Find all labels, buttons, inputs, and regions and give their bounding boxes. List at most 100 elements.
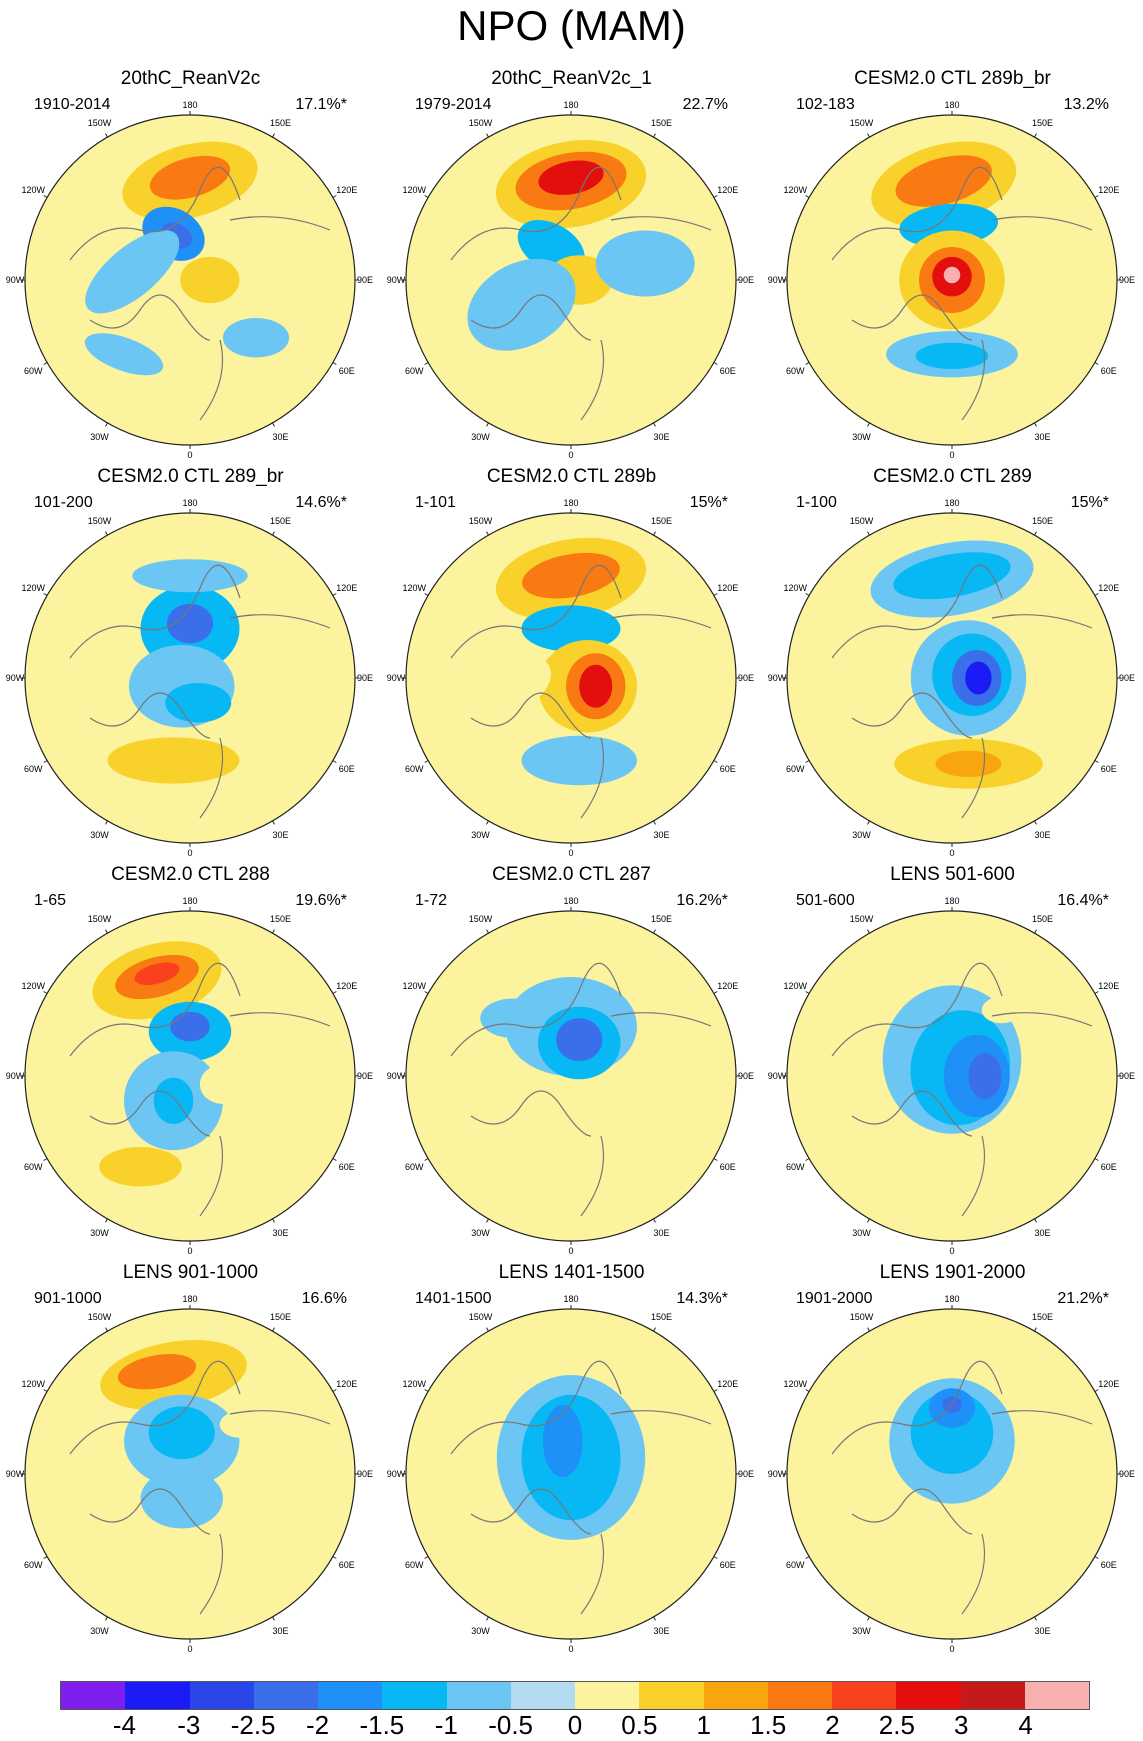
lon-label: 150W — [87, 118, 112, 129]
lon-tick — [272, 531, 275, 536]
panel-period: 901-1000 — [34, 1290, 102, 1307]
lon-tick — [1094, 991, 1099, 994]
anomaly-contour — [853, 636, 903, 720]
panel-period: 1-72 — [415, 892, 448, 909]
map-panel: LENS 501-600 501-600 16.4%* 180 150E 120E 90E 6… — [762, 864, 1143, 1262]
lon-label: 150W — [849, 914, 874, 925]
lon-label: 120E — [717, 1378, 739, 1389]
lon-tick — [653, 929, 656, 934]
lon-label: 120E — [717, 184, 739, 195]
coastline — [450, 166, 712, 421]
lon-label: 60E — [719, 1161, 736, 1172]
lon-label: 90E — [1118, 1071, 1136, 1081]
lon-tick — [486, 820, 489, 825]
lon-tick — [424, 1556, 429, 1559]
lon-tick — [43, 1556, 48, 1559]
lon-label: 120E — [717, 582, 739, 593]
lon-label: 90W — [5, 275, 25, 285]
colorbar-swatch — [896, 1682, 961, 1709]
lon-tick — [653, 133, 656, 138]
lon-label: 30E — [1034, 1227, 1051, 1238]
lon-label: 120W — [21, 980, 45, 991]
lon-tick — [713, 593, 718, 596]
lon-label: 60W — [404, 1559, 424, 1570]
panel-period: 1401-1500 — [415, 1290, 492, 1307]
colorbar-tick-label: 2 — [825, 1710, 840, 1740]
lon-label: 120E — [1098, 980, 1120, 991]
lon-tick — [713, 362, 718, 365]
lon-tick — [805, 195, 810, 198]
lon-tick — [653, 531, 656, 536]
anomaly-contour — [521, 605, 621, 652]
coastline — [831, 962, 1093, 1217]
coastline — [450, 564, 712, 819]
lon-label: 150E — [650, 1312, 673, 1323]
anomaly-contour — [538, 1556, 604, 1590]
lon-label: 90E — [1118, 673, 1136, 683]
lon-label: 30W — [471, 431, 490, 442]
panel-period: 1901-2000 — [796, 1290, 873, 1307]
anomaly-contour — [153, 1077, 194, 1124]
lon-label: 150W — [87, 516, 112, 527]
anomaly-contour — [981, 996, 1022, 1024]
colorbar-swatch — [125, 1682, 190, 1709]
lon-label: 90E — [356, 1469, 374, 1479]
lon-label: 90W — [767, 1071, 787, 1081]
map-panel: CESM2.0 CTL 287 1-72 16.2%* 180 150E 120E 90E 6… — [381, 864, 762, 1262]
lon-tick — [805, 760, 810, 763]
map-panel: 20thC_ReanV2c 1910-2014 17.1%* 180 150E 120E 9… — [0, 68, 381, 466]
colorbar-swatch — [575, 1682, 640, 1709]
map-panel: LENS 1401-1500 1401-1500 14.3%* 180 150E 120E… — [381, 1262, 762, 1660]
lon-label: 180 — [944, 1294, 960, 1304]
anomaly-contour — [935, 750, 1002, 777]
anomaly-contour — [942, 1396, 962, 1413]
anomaly-contour — [107, 737, 240, 784]
coastline — [69, 166, 331, 421]
lon-label: 120W — [783, 184, 807, 195]
figure-title: NPO (MAM) — [457, 2, 686, 49]
anomaly-contour — [117, 1354, 197, 1390]
panel-variance-percent: 15%* — [689, 494, 728, 511]
lon-tick — [1094, 362, 1099, 365]
coastline — [69, 962, 331, 1217]
panel-variance-percent: 16.4%* — [1057, 892, 1109, 909]
lon-label: 0 — [949, 848, 955, 858]
lon-label: 120E — [336, 582, 358, 593]
anomaly-contour — [475, 656, 552, 716]
anomaly-contour — [915, 342, 989, 370]
lon-tick — [486, 422, 489, 427]
lon-tick — [105, 531, 108, 536]
panel-variance-percent: 14.6%* — [295, 494, 347, 511]
lon-label: 60W — [404, 763, 424, 774]
lon-label: 30W — [90, 431, 109, 442]
polar-map — [783, 111, 1121, 449]
lon-tick — [424, 1158, 429, 1161]
lon-label: 120E — [1098, 184, 1120, 195]
lon-label: 120W — [21, 582, 45, 593]
lon-label: 30W — [852, 431, 871, 442]
panel-variance-percent: 16.2%* — [676, 892, 728, 909]
anomaly-contour — [546, 1146, 629, 1187]
lon-tick — [653, 820, 656, 825]
lon-label: 30W — [90, 1625, 109, 1636]
coastline — [450, 1360, 712, 1615]
coastline — [831, 564, 1093, 819]
polar-map — [21, 907, 359, 1245]
colorbar-swatch — [253, 1682, 318, 1709]
lon-tick — [272, 133, 275, 138]
lon-label: 60E — [1100, 365, 1117, 376]
lon-tick — [867, 1616, 870, 1621]
panel-variance-percent: 22.7% — [682, 96, 728, 113]
lon-tick — [486, 1616, 489, 1621]
lon-label: 30E — [1034, 431, 1051, 442]
panel-variance-percent: 21.2%* — [1057, 1290, 1109, 1307]
polar-map — [21, 1305, 359, 1643]
lon-label: 0 — [187, 1246, 193, 1256]
panel-title: LENS 901-1000 — [122, 1262, 259, 1283]
lon-tick — [332, 1389, 337, 1392]
anomaly-contour — [165, 682, 232, 723]
map-panel: CESM2.0 CTL 289_br 101-200 14.6%* 180 150E 12… — [0, 466, 381, 864]
colorbar-swatch — [960, 1682, 1025, 1709]
lon-tick — [1034, 1616, 1037, 1621]
lon-label: 90E — [1118, 1469, 1136, 1479]
